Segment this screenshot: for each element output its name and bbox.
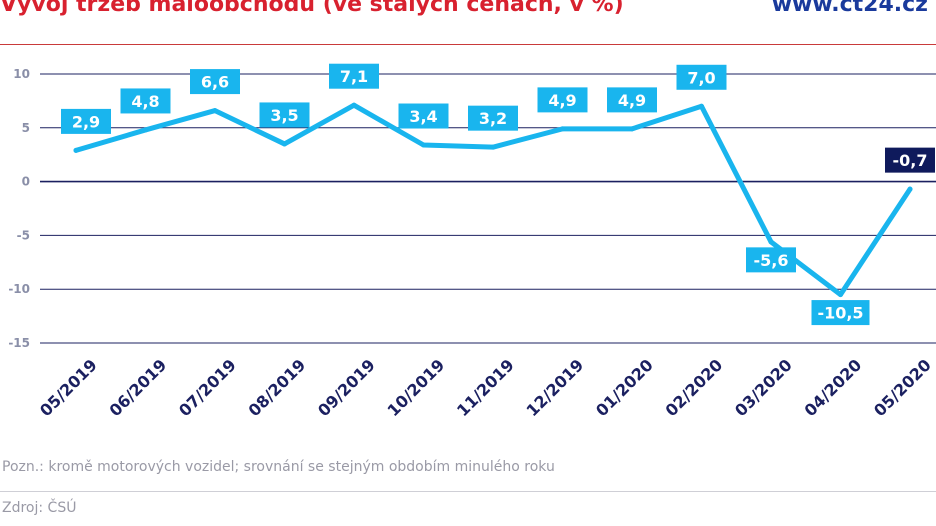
data-label: 4,9 bbox=[548, 91, 576, 110]
x-tick-label: 07/2019 bbox=[175, 355, 240, 420]
data-label-box bbox=[885, 147, 935, 173]
data-label-box bbox=[468, 105, 518, 131]
data-point bbox=[629, 126, 635, 132]
data-point bbox=[212, 108, 218, 114]
y-tick-label: -10 bbox=[8, 282, 30, 296]
data-point bbox=[421, 142, 426, 148]
data-label: -5,6 bbox=[754, 251, 789, 270]
y-tick-label: 10 bbox=[13, 67, 30, 81]
x-tick-label: 04/2020 bbox=[801, 355, 866, 420]
x-tick-label: 06/2019 bbox=[106, 355, 171, 420]
x-tick-label: 02/2020 bbox=[662, 355, 727, 420]
data-label-box bbox=[329, 63, 379, 89]
data-label-box bbox=[811, 300, 870, 326]
header-divider bbox=[0, 44, 936, 45]
chart-note: Pozn.: kromě motorových vozidel; srovnán… bbox=[2, 459, 555, 475]
data-label: 4,9 bbox=[618, 91, 646, 110]
data-label: 3,4 bbox=[409, 107, 437, 126]
data-label: 6,6 bbox=[201, 73, 229, 92]
line-chart: 10 5 0 -5 -10 -15 2,9 4,8 6,6 3,5 7,1 3,4 3,2 4,9 4,9 7… bbox=[8, 63, 936, 420]
data-label: 3,2 bbox=[479, 109, 507, 128]
data-label: 4,8 bbox=[131, 92, 159, 111]
data-label-box bbox=[120, 88, 171, 114]
data-label: 7,0 bbox=[687, 68, 715, 87]
data-label: -0,7 bbox=[893, 151, 928, 170]
x-tick-label: 12/2019 bbox=[523, 355, 588, 420]
y-tick-label: 0 bbox=[22, 175, 30, 189]
data-point bbox=[282, 141, 287, 147]
y-tick-label: -15 bbox=[8, 336, 30, 350]
data-point bbox=[699, 103, 704, 109]
x-tick-label: 11/2019 bbox=[453, 355, 518, 420]
data-point bbox=[143, 127, 148, 133]
data-point bbox=[838, 292, 843, 298]
brand-link[interactable]: www.ct24.cz bbox=[771, 0, 928, 17]
x-tick-label: 09/2019 bbox=[314, 355, 379, 420]
data-label: 7,1 bbox=[340, 67, 368, 86]
data-point bbox=[351, 102, 357, 108]
x-tick-label: 05/2019 bbox=[36, 355, 101, 420]
x-tick-label: 08/2019 bbox=[245, 355, 310, 420]
data-point bbox=[560, 126, 565, 132]
data-label-box bbox=[61, 108, 111, 134]
footer-divider bbox=[0, 491, 936, 492]
x-tick-label: 05/2020 bbox=[870, 355, 935, 420]
data-point bbox=[490, 144, 496, 150]
data-label-box bbox=[676, 64, 727, 90]
data-label-box bbox=[190, 69, 240, 95]
data-label: 2,9 bbox=[72, 112, 100, 131]
chart-title: Vývoj tržeb maloobchodu (ve stálých cená… bbox=[0, 0, 624, 17]
data-label-box bbox=[746, 247, 796, 273]
data-label-box bbox=[537, 87, 588, 113]
data-label-box bbox=[607, 87, 657, 113]
x-tick-label: 03/2020 bbox=[731, 355, 796, 420]
data-label-box bbox=[259, 102, 310, 128]
data-point bbox=[768, 239, 774, 245]
chart-source: Zdroj: ČSÚ bbox=[2, 500, 77, 516]
y-tick-label: -5 bbox=[17, 228, 30, 242]
x-tick-label: 01/2020 bbox=[592, 355, 657, 420]
y-tick-label: 5 bbox=[22, 121, 30, 135]
data-label-box bbox=[398, 103, 449, 129]
x-tick-label: 10/2019 bbox=[384, 355, 449, 420]
data-point bbox=[907, 186, 913, 192]
data-point bbox=[73, 147, 79, 153]
data-label: -10,5 bbox=[817, 304, 863, 323]
data-label: 3,5 bbox=[270, 106, 298, 125]
